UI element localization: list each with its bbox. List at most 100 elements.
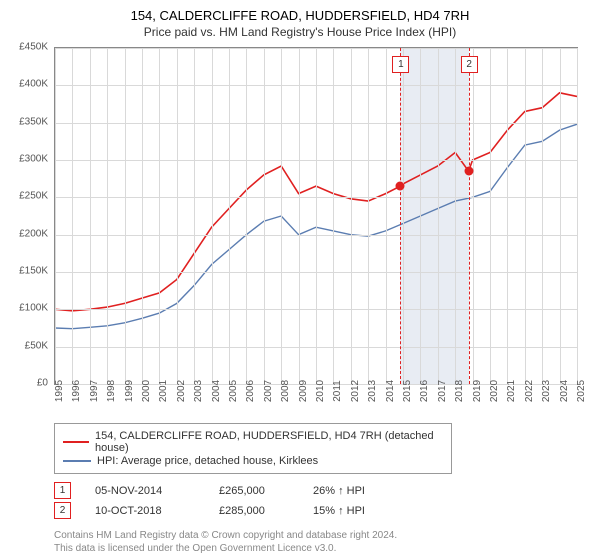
- sale-point-marker: [396, 182, 405, 191]
- y-tick-label: £450K: [19, 42, 48, 53]
- x-gridline: [525, 48, 526, 384]
- x-tick-label: 1996: [71, 380, 82, 402]
- y-tick-label: £200K: [19, 228, 48, 239]
- x-tick-label: 2019: [472, 380, 483, 402]
- legend-swatch: [63, 441, 89, 443]
- x-tick-label: 1999: [124, 380, 135, 402]
- x-gridline: [507, 48, 508, 384]
- x-tick-label: 2021: [506, 380, 517, 402]
- x-tick-label: 2022: [524, 380, 535, 402]
- transaction-line: [469, 48, 470, 384]
- chart-subtitle: Price paid vs. HM Land Registry's House …: [12, 25, 588, 39]
- x-tick-label: 2010: [315, 380, 326, 402]
- y-tick-label: £0: [37, 378, 48, 389]
- x-tick-label: 2023: [541, 380, 552, 402]
- y-tick-label: £300K: [19, 154, 48, 165]
- y-tick-label: £150K: [19, 266, 48, 277]
- x-gridline: [55, 48, 56, 384]
- y-tick-label: £250K: [19, 191, 48, 202]
- x-gridline: [194, 48, 195, 384]
- transaction-line: [400, 48, 401, 384]
- x-gridline: [490, 48, 491, 384]
- legend: 154, CALDERCLIFFE ROAD, HUDDERSFIELD, HD…: [54, 423, 452, 474]
- transaction-delta: 15% ↑ HPI: [313, 505, 365, 517]
- transaction-number-box: 2: [54, 502, 71, 519]
- transaction-date: 05-NOV-2014: [95, 485, 195, 497]
- x-tick-label: 2011: [332, 380, 343, 402]
- plot-area: 12: [54, 47, 578, 385]
- x-tick-label: 1998: [106, 380, 117, 402]
- x-axis: 1995199619971998199920002001200220032004…: [54, 387, 578, 417]
- x-tick-label: 2007: [263, 380, 274, 402]
- legend-item: 154, CALDERCLIFFE ROAD, HUDDERSFIELD, HD…: [63, 430, 443, 454]
- x-gridline: [159, 48, 160, 384]
- x-gridline: [386, 48, 387, 384]
- x-tick-label: 2001: [158, 380, 169, 402]
- x-tick-label: 2000: [141, 380, 152, 402]
- x-gridline: [473, 48, 474, 384]
- x-gridline: [72, 48, 73, 384]
- y-tick-label: £50K: [25, 340, 48, 351]
- chart-container: 154, CALDERCLIFFE ROAD, HUDDERSFIELD, HD…: [0, 0, 600, 560]
- footer-line: This data is licensed under the Open Gov…: [54, 542, 588, 555]
- y-tick-label: £400K: [19, 79, 48, 90]
- x-gridline: [229, 48, 230, 384]
- x-tick-label: 2006: [245, 380, 256, 402]
- x-tick-label: 2005: [228, 380, 239, 402]
- x-tick-label: 1995: [54, 380, 65, 402]
- transaction-marker: 1: [392, 56, 409, 73]
- x-tick-label: 2020: [489, 380, 500, 402]
- x-tick-label: 2002: [176, 380, 187, 402]
- y-tick-label: £350K: [19, 116, 48, 127]
- sale-point-marker: [464, 167, 473, 176]
- x-tick-label: 2012: [350, 380, 361, 402]
- x-tick-label: 2024: [559, 380, 570, 402]
- x-tick-label: 2015: [402, 380, 413, 402]
- x-gridline: [281, 48, 282, 384]
- x-gridline: [438, 48, 439, 384]
- x-gridline: [264, 48, 265, 384]
- transactions-table: 1 05-NOV-2014 £265,000 26% ↑ HPI 2 10-OCT-201…: [54, 482, 588, 519]
- x-gridline: [299, 48, 300, 384]
- legend-label: 154, CALDERCLIFFE ROAD, HUDDERSFIELD, HD…: [95, 430, 443, 454]
- x-tick-label: 2014: [385, 380, 396, 402]
- transaction-date: 10-OCT-2018: [95, 505, 195, 517]
- transaction-row: 1 05-NOV-2014 £265,000 26% ↑ HPI: [54, 482, 588, 499]
- legend-label: HPI: Average price, detached house, Kirk…: [97, 455, 318, 467]
- x-gridline: [420, 48, 421, 384]
- x-gridline: [333, 48, 334, 384]
- transaction-price: £265,000: [219, 485, 289, 497]
- transaction-number-box: 1: [54, 482, 71, 499]
- x-tick-label: 2004: [211, 380, 222, 402]
- x-gridline: [455, 48, 456, 384]
- x-gridline: [125, 48, 126, 384]
- x-tick-label: 2016: [419, 380, 430, 402]
- x-tick-label: 1997: [89, 380, 100, 402]
- legend-swatch: [63, 460, 91, 462]
- x-gridline: [107, 48, 108, 384]
- x-gridline: [246, 48, 247, 384]
- legend-item: HPI: Average price, detached house, Kirk…: [63, 455, 443, 467]
- x-gridline: [212, 48, 213, 384]
- x-gridline: [177, 48, 178, 384]
- x-gridline: [351, 48, 352, 384]
- x-tick-label: 2018: [454, 380, 465, 402]
- y-tick-label: £100K: [19, 303, 48, 314]
- x-gridline: [542, 48, 543, 384]
- x-gridline: [316, 48, 317, 384]
- x-tick-label: 2003: [193, 380, 204, 402]
- x-gridline: [142, 48, 143, 384]
- transaction-delta: 26% ↑ HPI: [313, 485, 365, 497]
- x-tick-label: 2025: [576, 380, 587, 402]
- y-axis: £0£50K£100K£150K£200K£250K£300K£350K£400…: [12, 47, 52, 385]
- x-gridline: [577, 48, 578, 384]
- x-tick-label: 2013: [367, 380, 378, 402]
- x-tick-label: 2017: [437, 380, 448, 402]
- x-tick-label: 2008: [280, 380, 291, 402]
- transaction-price: £285,000: [219, 505, 289, 517]
- x-gridline: [560, 48, 561, 384]
- chart-title: 154, CALDERCLIFFE ROAD, HUDDERSFIELD, HD…: [12, 8, 588, 23]
- transaction-row: 2 10-OCT-2018 £285,000 15% ↑ HPI: [54, 502, 588, 519]
- x-gridline: [90, 48, 91, 384]
- footer-attribution: Contains HM Land Registry data © Crown c…: [54, 529, 588, 555]
